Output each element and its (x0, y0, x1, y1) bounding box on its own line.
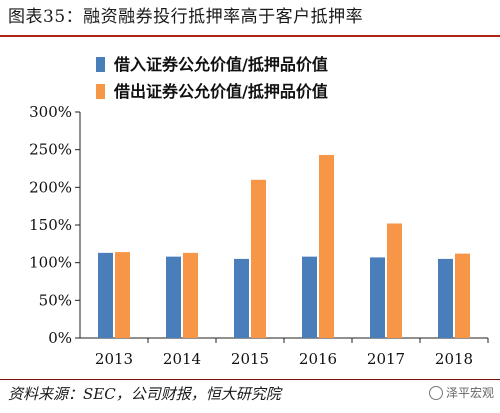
legend-label-1: 借出证券公允价值/抵押品价值 (113, 82, 328, 101)
y-tick-label: 0% (48, 329, 72, 347)
watermark: 泽平宏观 (428, 384, 494, 401)
source-divider (0, 379, 500, 380)
x-tick-label: 2013 (95, 350, 133, 368)
bar-1-2016 (319, 154, 334, 338)
y-tick-label: 100% (29, 254, 72, 272)
chart-title: 图表35：融资融券投行抵押率高于客户抵押率 (8, 7, 364, 27)
y-tick-label: 150% (29, 216, 72, 234)
bar-0-2014 (166, 256, 181, 338)
watermark-text: 泽平宏观 (445, 386, 494, 400)
bar-1-2018 (455, 253, 470, 338)
bar-1-2013 (115, 252, 130, 338)
source-note: 资料来源：SEC，公司财报，恒大研究院 (8, 385, 281, 403)
bar-0-2013 (98, 252, 113, 338)
y-tick-label: 250% (29, 141, 72, 159)
bar-1-2017 (387, 223, 402, 338)
legend-swatch-1 (96, 84, 105, 99)
legend-label-0: 借入证券公允价值/抵押品价值 (113, 55, 328, 74)
x-tick-label: 2018 (435, 350, 473, 368)
x-tick-label: 2017 (367, 350, 405, 368)
title-divider (0, 35, 500, 37)
bar-0-2015 (234, 258, 249, 338)
y-tick-label: 300% (29, 103, 72, 121)
x-tick-label: 2016 (299, 350, 337, 368)
bar-1-2015 (251, 179, 266, 338)
watermark-logo-icon (428, 385, 443, 400)
x-tick-label: 2015 (231, 350, 269, 368)
bar-0-2016 (302, 256, 317, 338)
bar-1-2014 (183, 252, 198, 338)
bar-0-2017 (370, 257, 385, 338)
y-tick-label: 50% (39, 291, 72, 309)
x-tick-label: 2014 (163, 350, 201, 368)
bar-0-2018 (438, 258, 453, 338)
legend-swatch-0 (96, 57, 105, 72)
y-tick-label: 200% (29, 178, 72, 196)
